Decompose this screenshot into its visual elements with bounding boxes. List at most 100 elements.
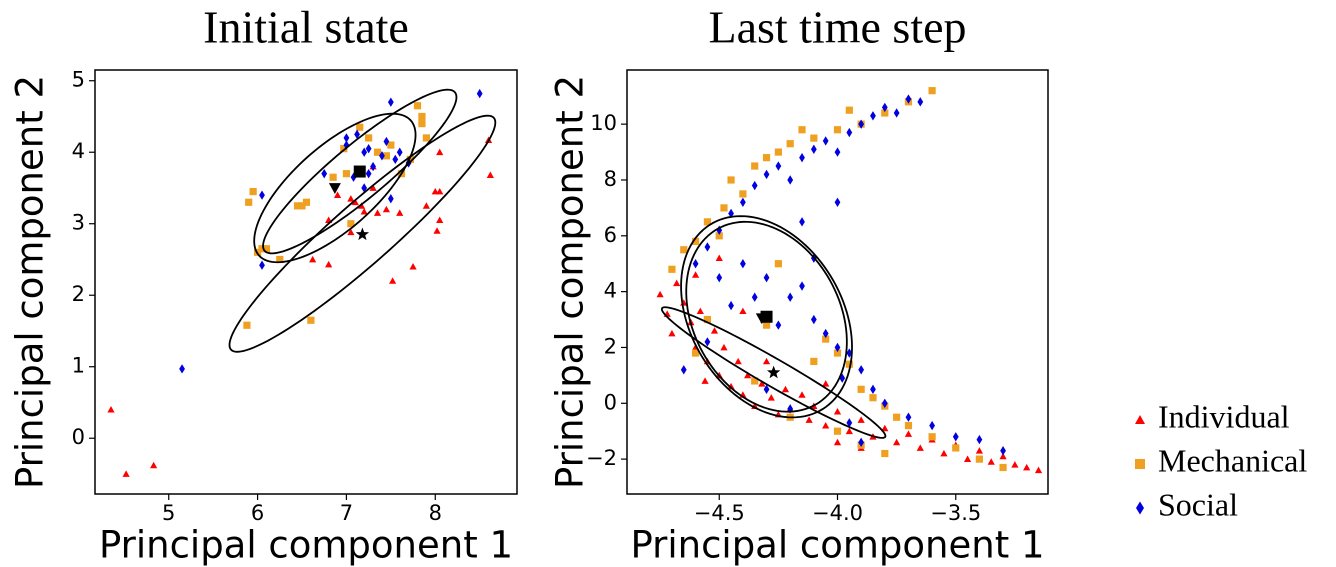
y-tick-label: 5 <box>72 68 85 92</box>
legend-label: Social <box>1158 486 1238 522</box>
data-point <box>387 194 394 204</box>
data-point <box>881 102 888 113</box>
data-point <box>858 365 865 375</box>
y-tick-label: 3 <box>72 211 85 235</box>
data-point <box>893 413 901 421</box>
data-point <box>249 187 257 196</box>
data-point <box>396 209 404 216</box>
data-point <box>379 151 385 161</box>
legend-label: Individual <box>1158 398 1290 434</box>
data-point <box>798 391 806 398</box>
data-point <box>739 307 747 315</box>
data-point <box>834 147 841 157</box>
data-point <box>422 202 430 209</box>
data-point <box>409 263 417 270</box>
data-point <box>309 255 317 263</box>
data-point <box>798 126 806 134</box>
data-point <box>857 416 865 423</box>
data-point <box>881 398 888 408</box>
data-point <box>799 152 805 163</box>
y-tick-label: 0 <box>604 390 617 414</box>
data-point <box>710 327 719 334</box>
data-point <box>870 384 876 395</box>
data-point <box>307 316 315 324</box>
data-point <box>360 207 368 215</box>
data-point <box>436 187 444 195</box>
data-point <box>715 254 723 262</box>
data-point <box>810 314 817 325</box>
data-point <box>781 385 790 393</box>
data-point <box>740 259 746 269</box>
data-point <box>845 427 853 435</box>
data-point <box>373 148 382 156</box>
data-point <box>751 162 759 170</box>
data-point <box>325 260 333 268</box>
y-tick-label: 6 <box>604 223 617 247</box>
data-point <box>343 140 350 150</box>
data-point <box>822 335 830 343</box>
data-point <box>758 380 766 387</box>
data-point <box>952 432 959 442</box>
chart-title: Last time step <box>708 2 966 53</box>
data-point <box>347 195 355 202</box>
centroid <box>353 165 366 178</box>
data-point <box>762 321 771 329</box>
data-point <box>869 394 877 402</box>
data-point <box>382 152 391 160</box>
data-point <box>810 357 818 366</box>
y-tick-label: 4 <box>72 139 85 163</box>
data-point <box>976 434 983 445</box>
data-point <box>350 172 357 182</box>
data-point <box>321 168 328 179</box>
data-point <box>365 143 372 154</box>
data-point <box>715 232 723 240</box>
data-point <box>382 205 391 213</box>
data-point <box>716 272 723 283</box>
data-point <box>833 438 842 446</box>
data-point <box>917 97 924 107</box>
data-point <box>673 279 681 287</box>
data-point <box>952 444 960 452</box>
data-point <box>904 422 913 430</box>
data-point <box>486 171 494 178</box>
data-point <box>787 292 794 302</box>
data-point <box>387 97 394 107</box>
data-point <box>858 119 865 129</box>
x-axis-label: Principal component 1 <box>630 524 1044 567</box>
data-point <box>763 169 770 180</box>
data-point <box>916 444 924 451</box>
centroid <box>755 313 768 325</box>
data-point <box>833 349 842 357</box>
data-point <box>396 147 403 157</box>
plot-frame <box>94 69 518 495</box>
data-point <box>787 175 794 185</box>
legend-marker <box>1136 501 1144 515</box>
data-point <box>834 342 841 353</box>
legend-label: Mechanical <box>1158 442 1307 478</box>
data-point <box>775 320 782 330</box>
data-point <box>383 136 390 147</box>
data-point <box>418 120 426 128</box>
data-point <box>751 292 758 302</box>
data-point <box>822 422 830 429</box>
data-point <box>704 242 711 252</box>
data-point <box>775 161 782 171</box>
legend-marker <box>1135 459 1145 469</box>
data-point <box>343 133 350 143</box>
data-point <box>329 173 337 181</box>
data-point <box>822 136 829 146</box>
data-point <box>356 123 364 131</box>
y-tick-label: −2 <box>586 446 617 470</box>
data-point <box>668 329 676 337</box>
data-point <box>122 470 130 477</box>
data-point <box>418 112 426 121</box>
data-point <box>975 447 984 454</box>
data-point <box>846 418 853 428</box>
data-point <box>656 290 664 298</box>
data-point <box>365 134 373 142</box>
data-point <box>905 412 912 422</box>
y-tick-label: 10 <box>590 111 617 135</box>
data-point <box>691 349 700 357</box>
data-point <box>799 217 805 227</box>
